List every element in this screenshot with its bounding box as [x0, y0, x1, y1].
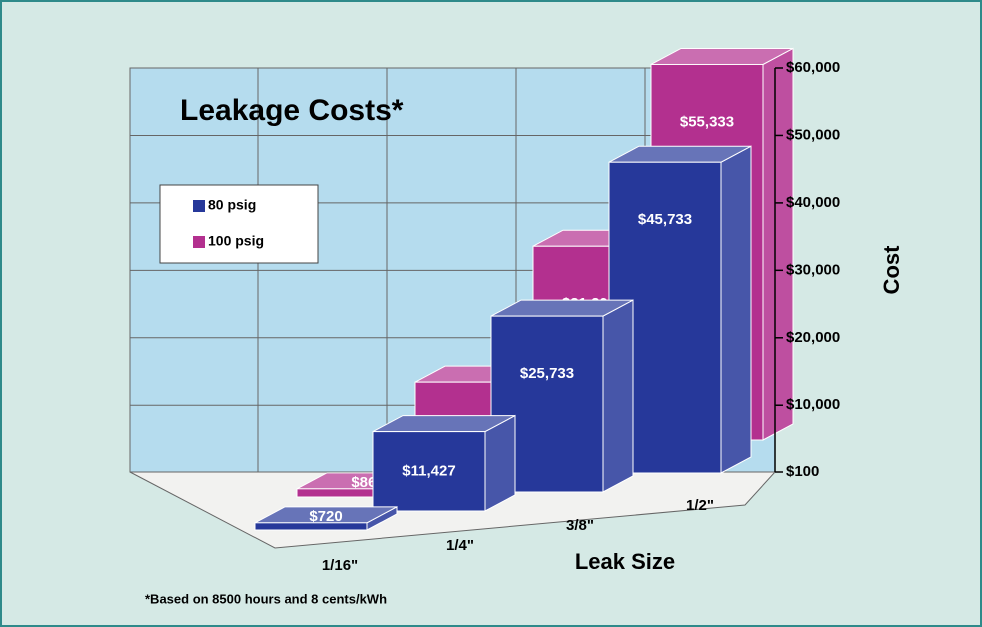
value-label: $720 [309, 508, 342, 525]
bar-side [602, 299, 634, 493]
value-label: $11,427 [402, 462, 455, 479]
y-tick-label: $50,000 [786, 126, 840, 143]
x-tick-label: 1/2" [686, 497, 714, 514]
x-tick-label: 1/16" [322, 557, 358, 574]
x-tick-label: 1/4" [446, 537, 474, 554]
y-axis-label: Cost [879, 245, 904, 295]
bar-side [762, 47, 794, 441]
chart-title: Leakage Costs* [180, 94, 404, 127]
legend-swatch [193, 200, 205, 212]
value-label: $25,733 [520, 365, 574, 382]
y-tick-label: $60,000 [786, 59, 840, 76]
bar-front [254, 522, 368, 531]
y-tick-label: $30,000 [786, 261, 840, 278]
y-tick-label: $20,000 [786, 329, 840, 346]
x-tick-label: 3/8" [566, 517, 594, 534]
bar [608, 145, 752, 474]
legend-swatch [193, 236, 205, 248]
bar [490, 299, 634, 493]
bar [254, 505, 398, 531]
footnote: *Based on 8500 hours and 8 cents/kWh [145, 591, 387, 606]
value-label: $55,333 [680, 113, 734, 130]
legend [159, 184, 319, 264]
bar-front [372, 431, 486, 512]
y-tick-label: $10,000 [786, 396, 840, 413]
value-label: $45,733 [638, 211, 692, 228]
y-tick-label: $100 [786, 463, 819, 480]
y-tick-label: $40,000 [786, 194, 840, 211]
bar-side [484, 414, 516, 512]
bar [372, 414, 516, 512]
legend-label: 80 psig [208, 197, 256, 213]
x-axis-label: Leak Size [575, 549, 675, 574]
legend-label: 100 psig [208, 233, 264, 249]
bar-side [720, 145, 752, 474]
